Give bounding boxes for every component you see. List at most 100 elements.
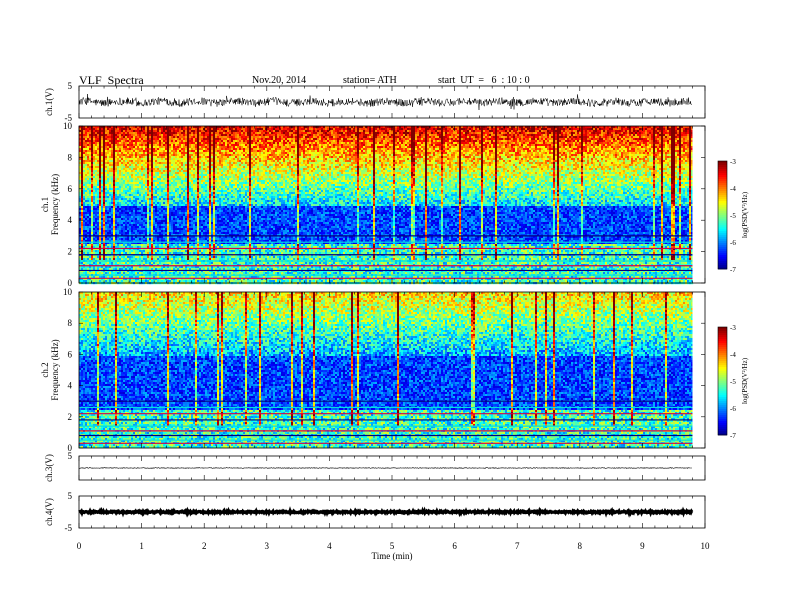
spectrogram-cell: [95, 194, 97, 196]
spectrogram-cell: [81, 280, 83, 282]
spectrogram-cell: [97, 222, 99, 224]
spectrogram-cell: [111, 136, 113, 138]
spectrogram-cell: [107, 182, 109, 184]
spectrogram-cell: [105, 224, 107, 226]
spectrogram-cell: [81, 162, 83, 164]
spectrogram-cell: [101, 186, 103, 188]
spectrogram-cell: [91, 210, 93, 212]
spectrogram-cell: [97, 238, 99, 240]
spectrogram-cell: [99, 250, 101, 252]
spectrogram-cell: [109, 206, 111, 208]
spectrogram-cell: [111, 190, 113, 192]
spectrogram-cell: [99, 204, 101, 206]
spectrogram-cell: [109, 134, 111, 136]
spectrogram-cell: [89, 238, 91, 240]
spectrogram-cell: [81, 224, 83, 226]
spectrogram-cell: [111, 158, 113, 160]
spectrogram-cell: [83, 208, 85, 210]
spectrogram-cell: [81, 178, 83, 180]
spectrogram-cell: [93, 176, 95, 178]
spectrogram-cell: [107, 186, 109, 188]
spectrogram-cell: [87, 214, 89, 216]
spectrogram-cell: [95, 128, 97, 130]
spectrogram-cell: [83, 198, 85, 200]
spectrogram-cell: [87, 162, 89, 164]
spectrogram-cell: [81, 170, 83, 172]
spectrogram-cell: [89, 150, 91, 152]
spectrogram-cell: [105, 138, 107, 140]
spectrogram-cell: [101, 228, 103, 230]
spectrogram-cell: [105, 160, 107, 162]
spectrogram-cell: [85, 166, 87, 168]
spectrogram-cell: [87, 170, 89, 172]
spectrogram-cell: [91, 152, 93, 154]
spectrogram-cell: [91, 220, 93, 222]
spectrogram-cell: [93, 226, 95, 228]
spectrogram-cell: [99, 226, 101, 228]
spectrogram-cell: [81, 184, 83, 186]
spectrogram-cell: [91, 192, 93, 194]
spectrogram-cell: [95, 202, 97, 204]
spectrogram-cell: [83, 160, 85, 162]
spectrogram-cell: [89, 140, 91, 142]
spectrogram-cell: [93, 204, 95, 206]
spectrogram-cell: [97, 218, 99, 220]
spectrogram-cell: [85, 200, 87, 202]
spectrogram-cell: [85, 206, 87, 208]
spectrogram-cell: [87, 208, 89, 210]
spectrogram-cell: [95, 224, 97, 226]
spectrogram-cell: [99, 202, 101, 204]
spectrogram-cell: [85, 134, 87, 136]
spectrogram-cell: [91, 202, 93, 204]
spectrogram-cell: [89, 204, 91, 206]
spectrogram-cell: [105, 172, 107, 174]
spectrogram-cell: [105, 152, 107, 154]
spectrogram-cell: [89, 188, 91, 190]
spectrogram-cell: [97, 210, 99, 212]
spectrogram-cell: [99, 140, 101, 142]
spectrogram-cell: [105, 198, 107, 200]
spectrogram-cell: [95, 272, 97, 274]
spectrogram-cell: [109, 190, 111, 192]
spectrogram-cell: [97, 200, 99, 202]
spectrogram-cell: [95, 178, 97, 180]
spectrogram-cell: [107, 134, 109, 136]
spectrogram-cell: [103, 164, 105, 166]
spectrogram-cell: [99, 198, 101, 200]
spectrogram-cell: [109, 280, 111, 282]
spectrogram-cell: [89, 218, 91, 220]
spectrogram-cell: [105, 206, 107, 208]
spectrogram-cell: [109, 184, 111, 186]
spectrogram-cell: [81, 130, 83, 132]
spectrogram-cell: [85, 178, 87, 180]
spectrogram-cell: [87, 178, 89, 180]
spectrogram-cell: [97, 156, 99, 158]
spectrogram-cell: [85, 138, 87, 140]
spectrogram-cell: [95, 256, 97, 258]
spectrogram-cell: [99, 228, 101, 230]
spectrogram-cell: [107, 230, 109, 232]
spectrogram-cell: [99, 200, 101, 202]
spectrogram-cell: [85, 226, 87, 228]
spectrogram-cell: [93, 158, 95, 160]
spectrogram-cell: [93, 214, 95, 216]
spectrogram-cell: [97, 230, 99, 232]
spectrogram-cell: [93, 154, 95, 156]
spectrogram-cell: [89, 152, 91, 154]
spectrogram-cell: [99, 172, 101, 174]
spectrogram-cell: [101, 262, 103, 264]
spectrogram-cell: [83, 256, 85, 258]
spectrogram-cell: [85, 140, 87, 142]
spectrogram-cell: [89, 186, 91, 188]
spectrogram-cell: [107, 202, 109, 204]
spectrogram-cell: [91, 238, 93, 240]
spectrogram-cell: [97, 134, 99, 136]
spectrogram-cell: [111, 162, 113, 164]
spectrogram-cell: [99, 222, 101, 224]
spectrogram-cell: [109, 152, 111, 154]
spectrogram-cell: [97, 150, 99, 152]
spectrogram-cell: [87, 190, 89, 192]
spectrogram-cell: [97, 204, 99, 206]
y-label-line: ch.1(V): [44, 88, 54, 116]
spectrogram-cell: [85, 252, 87, 254]
